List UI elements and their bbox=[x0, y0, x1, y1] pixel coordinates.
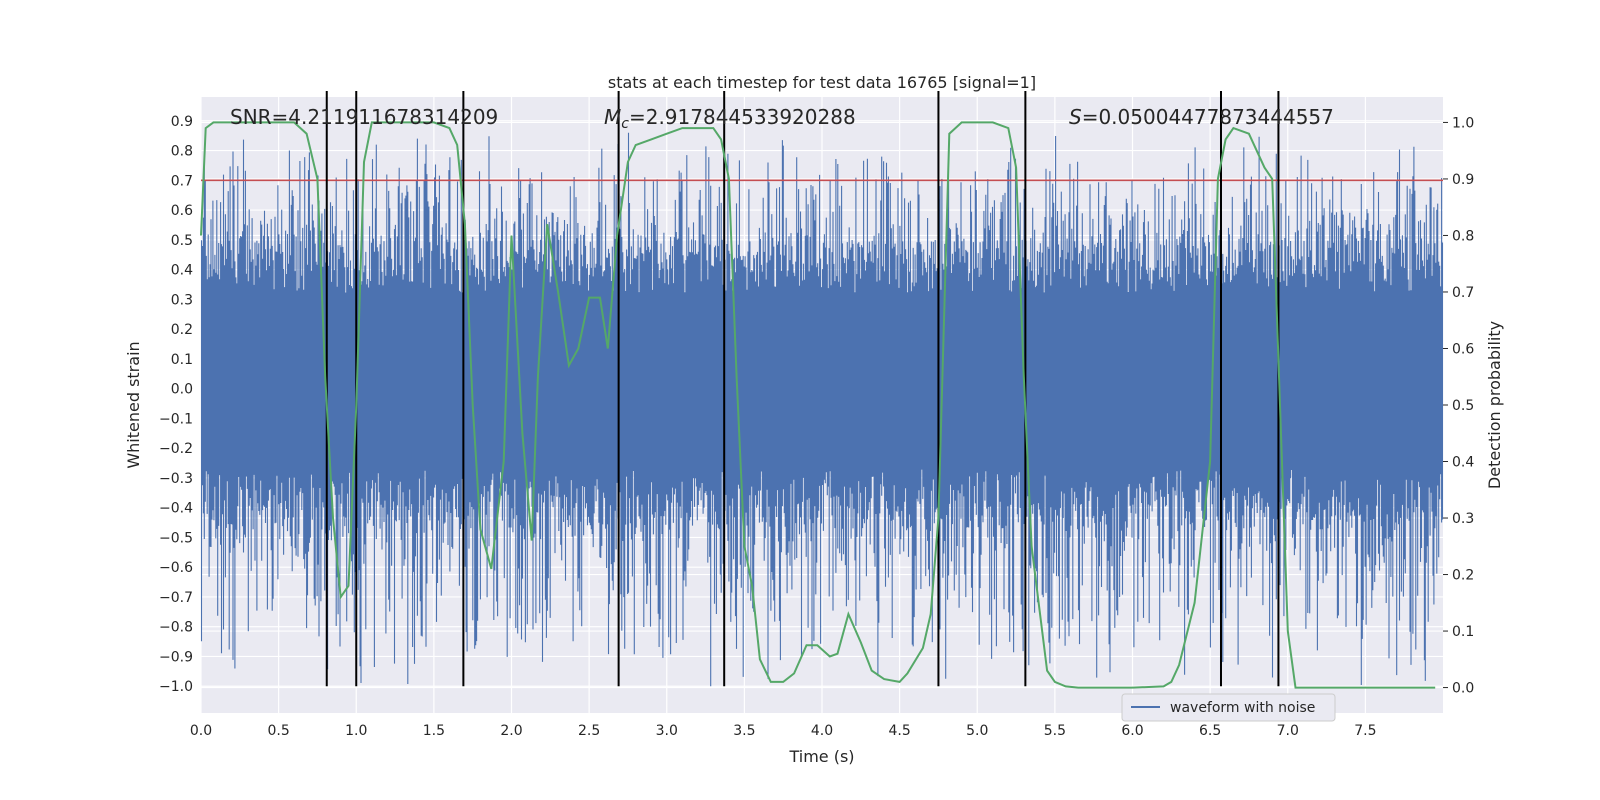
y-tick-label: −0.4 bbox=[159, 501, 193, 517]
x-tick-label: 0.0 bbox=[190, 723, 212, 739]
x-tick-label: 5.5 bbox=[1044, 723, 1066, 739]
y-tick-label: 0.7 bbox=[171, 173, 193, 189]
y-tick-label: −0.3 bbox=[159, 471, 193, 487]
x-tick-label: 7.5 bbox=[1354, 723, 1376, 739]
y2-tick-label: 0.6 bbox=[1452, 341, 1474, 357]
x-axis-label: Time (s) bbox=[788, 747, 854, 766]
y-tick-label: −0.9 bbox=[159, 649, 193, 665]
y2-tick-label: 0.4 bbox=[1452, 455, 1474, 471]
y2-tick-label: 0.0 bbox=[1452, 681, 1474, 697]
legend: waveform with noise bbox=[1121, 693, 1336, 722]
x-tick-label: 6.0 bbox=[1121, 723, 1143, 739]
chirp-mass-subscript: c bbox=[621, 116, 629, 132]
y2-tick-label: 0.2 bbox=[1452, 568, 1474, 584]
x-tick-label: 1.0 bbox=[345, 723, 367, 739]
spin-symbol: S bbox=[1069, 105, 1082, 129]
x-tick-label: 7.0 bbox=[1277, 723, 1299, 739]
y-tick-label: −0.1 bbox=[159, 411, 193, 427]
y2-tick-label: 0.7 bbox=[1452, 285, 1474, 301]
axis-ticks: 0.0 0.5 1.0 1.5 2.0 2.5 3.0 3.5 4.0 4.5 5.0 5.5 6.0 6… bbox=[159, 114, 1474, 739]
y2-tick-label: 0.3 bbox=[1452, 511, 1474, 527]
series-detection-probability bbox=[200, 121, 1436, 689]
x-tick-label: 4.5 bbox=[888, 723, 910, 739]
x-tick-label: 0.5 bbox=[267, 723, 289, 739]
y-tick-label: 0.6 bbox=[171, 203, 193, 219]
y-tick-label: −0.7 bbox=[159, 590, 193, 606]
snr-annotation: SNR=4.211911678314209 bbox=[230, 105, 498, 129]
x-tick-label: 3.0 bbox=[656, 723, 678, 739]
y-tick-label: 0.5 bbox=[171, 233, 193, 249]
x-tick-label: 4.0 bbox=[811, 723, 833, 739]
y2-tick-label: 0.9 bbox=[1452, 172, 1474, 188]
x-tick-label: 3.5 bbox=[733, 723, 755, 739]
y-tick-label: 0.9 bbox=[171, 114, 193, 130]
y-tick-label: 0.2 bbox=[171, 322, 193, 338]
x-tick-label: 1.5 bbox=[423, 723, 445, 739]
y-tick-label: −0.8 bbox=[159, 620, 193, 636]
y2-tick-label: 0.5 bbox=[1452, 398, 1474, 414]
y-tick-label: −0.6 bbox=[159, 560, 193, 576]
spin-value: =0.05004477873444557 bbox=[1082, 105, 1334, 129]
series-waveform-with-noise bbox=[200, 132, 1444, 687]
probability-line bbox=[200, 121, 1436, 689]
y-axis-label: Whitened strain bbox=[124, 341, 143, 468]
chirp-mass-symbol: M bbox=[604, 105, 621, 129]
y-tick-label: 0.4 bbox=[171, 263, 193, 279]
y-tick-label: 0.3 bbox=[171, 292, 193, 308]
x-tick-label: 6.5 bbox=[1199, 723, 1221, 739]
y-tick-label: 0.8 bbox=[171, 144, 193, 160]
y-tick-label: 0.1 bbox=[171, 352, 193, 368]
y-tick-label: −0.2 bbox=[159, 441, 193, 457]
chirp-mass-value: =2.917844533920288 bbox=[629, 105, 856, 129]
spin-annotation: S=0.05004477873444557 bbox=[1069, 105, 1334, 129]
y-tick-label: 0.0 bbox=[171, 382, 193, 398]
legend-box bbox=[1121, 693, 1336, 722]
x-tick-label: 2.5 bbox=[578, 723, 600, 739]
y-tick-label: −1.0 bbox=[159, 679, 193, 695]
y2-tick-label: 1.0 bbox=[1452, 115, 1474, 131]
y2-axis-label: Detection probability bbox=[1485, 321, 1504, 489]
legend-label-waveform: waveform with noise bbox=[1170, 700, 1315, 716]
y2-tick-label: 0.1 bbox=[1452, 624, 1474, 640]
x-tick-label: 5.0 bbox=[966, 723, 988, 739]
y-tick-label: −0.5 bbox=[159, 530, 193, 546]
x-tick-label: 2.0 bbox=[500, 723, 522, 739]
chirp-mass-annotation: Mc=2.917844533920288 bbox=[604, 105, 856, 132]
chart-title: stats at each timestep for test data 167… bbox=[608, 73, 1036, 92]
y2-tick-label: 0.8 bbox=[1452, 228, 1474, 244]
